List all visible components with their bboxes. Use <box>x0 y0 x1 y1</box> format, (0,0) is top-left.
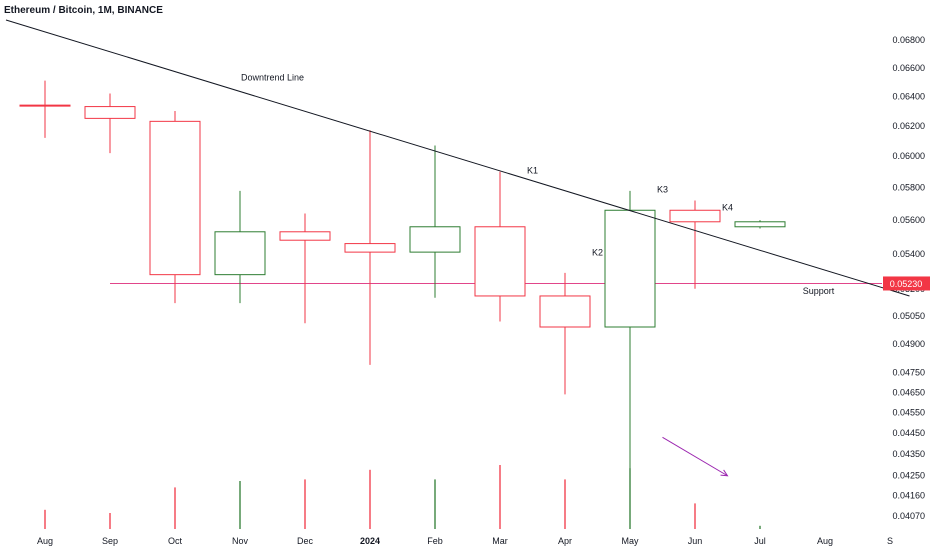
y-tick-label: 0.04650 <box>892 387 925 397</box>
x-tick-label: Aug <box>37 536 53 546</box>
x-tick-label: Aug <box>817 536 833 546</box>
candle-body <box>279 231 331 241</box>
y-tick-label: 0.06200 <box>892 121 925 131</box>
y-tick-label: 0.04750 <box>892 368 925 378</box>
x-tick-label: Jul <box>754 536 766 546</box>
x-tick-label: Nov <box>232 536 249 546</box>
y-tick-label: 0.06000 <box>892 151 925 161</box>
y-tick-label: 0.04350 <box>892 449 925 459</box>
y-tick-label: 0.05800 <box>892 183 925 193</box>
x-tick-label: S <box>887 536 893 546</box>
y-tick-label: 0.05400 <box>892 249 925 259</box>
candle-body <box>409 226 461 253</box>
y-tick-label: 0.06400 <box>892 91 925 101</box>
y-tick-label: 0.06600 <box>892 63 925 73</box>
candle-body <box>604 209 656 328</box>
price-tag <box>883 276 930 291</box>
x-tick-label: Feb <box>427 536 443 546</box>
y-tick-label: 0.04450 <box>892 428 925 438</box>
annotation-label: K3 <box>657 184 668 194</box>
candle-body <box>84 106 136 119</box>
y-tick-label: 0.04070 <box>892 511 925 521</box>
x-tick-label: 2024 <box>360 536 380 546</box>
arrow-head <box>720 469 729 477</box>
y-tick-label: 0.05600 <box>892 215 925 225</box>
annotation-label: K1 <box>527 165 538 175</box>
x-tick-label: Oct <box>168 536 183 546</box>
y-tick-label: 0.04160 <box>892 491 925 501</box>
y-tick-label: 0.04550 <box>892 408 925 418</box>
chart-title: Ethereum / Bitcoin, 1M, BINANCE <box>4 5 163 16</box>
candle-body <box>214 231 266 276</box>
candle-body <box>539 295 591 328</box>
candle-body <box>344 243 396 253</box>
y-tick-label: 0.04900 <box>892 339 925 349</box>
candle-body <box>149 120 201 276</box>
downtrend-line <box>5 19 910 297</box>
y-tick-label: 0.05050 <box>892 311 925 321</box>
candle-body <box>19 104 71 107</box>
x-tick-label: Jun <box>688 536 703 546</box>
annotation-label: K4 <box>722 202 733 212</box>
y-tick-label: 0.06800 <box>892 35 925 45</box>
x-tick-label: May <box>621 536 639 546</box>
x-tick-label: Mar <box>492 536 508 546</box>
candle-body <box>474 226 526 297</box>
annotation-label: Support <box>803 286 835 296</box>
annotation-label: Downtrend Line <box>241 73 304 83</box>
x-tick-label: Dec <box>297 536 314 546</box>
candle-body <box>734 221 786 228</box>
x-tick-label: Apr <box>558 536 572 546</box>
y-tick-label: 0.04250 <box>892 471 925 481</box>
x-tick-label: Sep <box>102 536 118 546</box>
price-tag-label: 0.05230 <box>890 279 923 289</box>
annotation-label: K2 <box>592 248 603 258</box>
arrow-line <box>662 436 728 477</box>
candle-body <box>669 209 721 223</box>
